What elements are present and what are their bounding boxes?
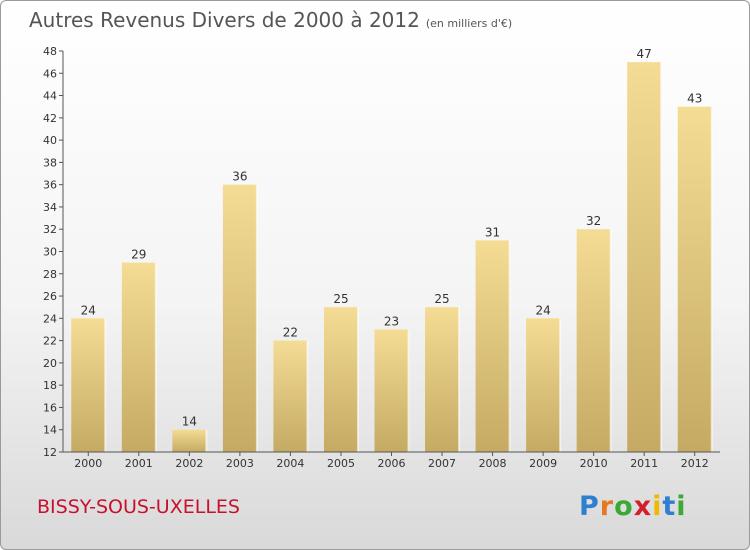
- bar: [374, 329, 409, 452]
- y-tick-label: 26: [43, 290, 57, 303]
- y-tick-label: 46: [43, 67, 57, 80]
- data-label: 22: [283, 326, 298, 340]
- bar: [475, 240, 510, 452]
- logo-letter: r: [599, 491, 615, 522]
- logo-letter: o: [614, 491, 634, 522]
- bar: [121, 262, 156, 452]
- y-tick-label: 12: [43, 446, 57, 459]
- x-tick-label: 2007: [428, 457, 456, 470]
- x-tick-label: 2003: [226, 457, 254, 470]
- x-tick-label: 2004: [276, 457, 304, 470]
- logo-letter: i: [652, 491, 663, 522]
- x-tick-label: 2011: [630, 457, 658, 470]
- y-tick-label: 32: [43, 223, 57, 236]
- title-text: Autres Revenus Divers de 2000 à 2012: [29, 8, 420, 32]
- y-tick-label: 38: [43, 156, 57, 169]
- y-tick-label: 18: [43, 379, 57, 392]
- bar: [323, 307, 358, 452]
- y-tick-label: 44: [43, 90, 57, 103]
- data-label: 29: [131, 248, 146, 262]
- x-tick-label: 2000: [74, 457, 102, 470]
- y-tick-label: 36: [43, 179, 57, 192]
- bar: [222, 184, 257, 452]
- data-label: 36: [232, 170, 247, 184]
- x-tick-label: 2008: [479, 457, 507, 470]
- x-tick-label: 2002: [175, 457, 203, 470]
- data-label: 43: [687, 92, 702, 106]
- x-tick-label: 2010: [580, 457, 608, 470]
- data-label: 32: [586, 214, 601, 228]
- y-tick-label: 20: [43, 357, 57, 370]
- y-tick-label: 34: [43, 201, 57, 214]
- bar: [425, 307, 460, 452]
- data-label: 31: [485, 225, 500, 239]
- data-label: 24: [535, 303, 550, 317]
- bar: [71, 318, 106, 452]
- proxiti-logo: Proxiti: [579, 491, 687, 522]
- x-tick-label: 2001: [125, 457, 153, 470]
- logo-letter: x: [633, 491, 653, 522]
- chart-title: Autres Revenus Divers de 2000 à 2012 (en …: [29, 8, 512, 32]
- logo-letter: i: [676, 491, 687, 522]
- data-label: 25: [434, 292, 449, 306]
- y-tick-label: 28: [43, 268, 57, 281]
- bar: [627, 62, 662, 453]
- data-label: 23: [384, 314, 399, 328]
- logo-letter: t: [662, 491, 677, 522]
- y-tick-label: 16: [43, 401, 57, 414]
- y-tick-label: 24: [43, 312, 57, 325]
- bar: [526, 318, 561, 452]
- data-label: 14: [182, 415, 197, 429]
- data-label: 24: [81, 303, 96, 317]
- place-name: BISSY-SOUS-UXELLES: [37, 496, 240, 518]
- x-tick-label: 2009: [529, 457, 557, 470]
- bar: [273, 340, 308, 452]
- y-tick-label: 22: [43, 335, 57, 348]
- logo-letter: P: [579, 491, 600, 522]
- y-tick-label: 48: [43, 45, 57, 58]
- y-tick-label: 14: [43, 424, 57, 437]
- x-tick-label: 2012: [681, 457, 709, 470]
- y-tick-label: 42: [43, 112, 57, 125]
- y-tick-label: 30: [43, 246, 57, 259]
- x-tick-label: 2006: [378, 457, 406, 470]
- bar: [172, 429, 207, 452]
- bar: [677, 106, 712, 452]
- bar: [576, 229, 611, 452]
- chart-subtitle: (en milliers d'€): [425, 17, 513, 30]
- y-tick-label: 40: [43, 134, 57, 147]
- x-tick-label: 2005: [327, 457, 355, 470]
- data-label: 25: [333, 292, 348, 306]
- data-label: 47: [637, 47, 652, 61]
